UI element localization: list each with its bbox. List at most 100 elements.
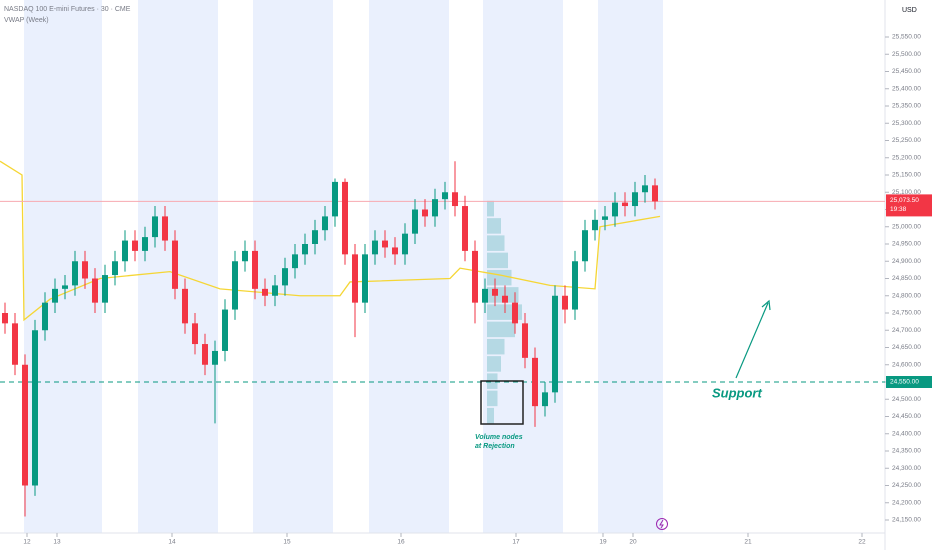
- y-tick-label: 25,450.00: [892, 68, 921, 75]
- y-tick-label: 25,100.00: [892, 189, 921, 196]
- arrow-head: [761, 299, 771, 311]
- volume-bar: [487, 252, 508, 269]
- candle-body: [652, 185, 658, 202]
- rejection-box: [480, 380, 524, 425]
- candle-body: [532, 357, 538, 407]
- y-tick-label: 25,500.00: [892, 51, 921, 58]
- candle-body: [162, 216, 168, 241]
- volume-bar: [487, 407, 494, 424]
- candle-body: [142, 237, 148, 251]
- candle-body: [102, 275, 108, 303]
- y-tick-label: 24,650.00: [892, 344, 921, 351]
- event-icon[interactable]: [656, 518, 668, 530]
- event-icon-bolt: [659, 519, 664, 529]
- y-tick-label: 24,200.00: [892, 499, 921, 506]
- candle-body: [152, 216, 158, 238]
- candle-body: [322, 216, 328, 231]
- y-tick-label: 24,850.00: [892, 275, 921, 282]
- candle-body: [412, 209, 418, 234]
- symbol-title: NASDAQ 100 E-mini Futures · 30 · CME: [4, 6, 131, 13]
- y-tick-label: 24,600.00: [892, 361, 921, 368]
- candle-body: [282, 268, 288, 286]
- volume-bar: [487, 200, 494, 217]
- candle-body: [512, 302, 518, 324]
- y-tick-label: 24,300.00: [892, 465, 921, 472]
- y-tick-label: 25,250.00: [892, 137, 921, 144]
- candle-body: [292, 254, 298, 269]
- candle-body: [22, 364, 28, 486]
- last-price-tag: [886, 194, 932, 217]
- candle-body: [72, 261, 78, 286]
- candle-body: [62, 285, 68, 289]
- x-tick-label: 17: [512, 539, 520, 546]
- candle-body: [172, 240, 178, 289]
- candle-body: [442, 192, 448, 200]
- x-tick-label: 20: [629, 539, 637, 546]
- candle-body: [32, 330, 38, 486]
- y-tick-label: 25,300.00: [892, 120, 921, 127]
- candle-body: [342, 181, 348, 255]
- y-tick-label: 25,550.00: [892, 34, 921, 41]
- candle-body: [612, 202, 618, 217]
- candle-body: [542, 392, 548, 407]
- candle-body: [92, 278, 98, 303]
- y-tick-label: 24,500.00: [892, 396, 921, 403]
- candle-body: [562, 295, 568, 310]
- session-band: [369, 0, 449, 533]
- y-tick-label: 24,350.00: [892, 448, 921, 455]
- y-tick-label: 25,350.00: [892, 103, 921, 110]
- candle-body: [332, 181, 338, 217]
- candle-body: [482, 288, 488, 303]
- candle-body: [192, 323, 198, 345]
- countdown-label: 19:38: [890, 206, 907, 213]
- candle-body: [2, 313, 8, 324]
- x-tick-label: 13: [53, 539, 61, 546]
- indicator-label: VWAP (Week): [4, 17, 49, 24]
- candle-body: [302, 244, 308, 255]
- y-tick-label: 25,150.00: [892, 172, 921, 179]
- candle-body: [462, 206, 468, 251]
- candle-body: [372, 240, 378, 255]
- y-tick-label: 25,000.00: [892, 223, 921, 230]
- volume-bar: [487, 338, 505, 355]
- volume-bar: [487, 269, 512, 286]
- candle-body: [262, 288, 268, 296]
- candle-body: [642, 185, 648, 193]
- candle-body: [552, 295, 558, 393]
- candle-body: [392, 247, 398, 255]
- annotation: Volume nodes at Rejection: [475, 434, 523, 450]
- candle-body: [222, 309, 228, 351]
- volume-bar: [487, 390, 498, 407]
- annotation-line: Volume nodes: [475, 434, 523, 441]
- x-tick-label: 21: [744, 539, 752, 546]
- y-tick-label: 24,800.00: [892, 292, 921, 299]
- candle-body: [352, 254, 358, 303]
- support-tag: [886, 376, 932, 388]
- candle-body: [582, 230, 588, 262]
- last-price-label: 25,073.50: [890, 197, 919, 204]
- candle-body: [362, 254, 368, 303]
- candle-body: [122, 240, 128, 262]
- session-band: [598, 0, 663, 533]
- y-tick-label: 24,450.00: [892, 413, 921, 420]
- candle-body: [402, 233, 408, 255]
- y-tick-label: 24,700.00: [892, 327, 921, 334]
- candle-body: [52, 288, 58, 303]
- volume-bar: [487, 235, 505, 251]
- x-tick-label: 14: [168, 539, 176, 546]
- candle-body: [272, 285, 278, 296]
- candle-body: [132, 240, 138, 251]
- currency-label: USD: [902, 7, 917, 14]
- candle-body: [602, 216, 608, 220]
- candle-body: [252, 250, 258, 289]
- volume-bar: [487, 356, 501, 372]
- y-tick-label: 24,400.00: [892, 430, 921, 437]
- support-tag-label: 24,550.00: [890, 379, 919, 386]
- plot: [0, 160, 885, 517]
- candle-body: [492, 288, 498, 296]
- candle-body: [422, 209, 428, 217]
- candle-body: [182, 288, 188, 324]
- candle-body: [522, 323, 528, 358]
